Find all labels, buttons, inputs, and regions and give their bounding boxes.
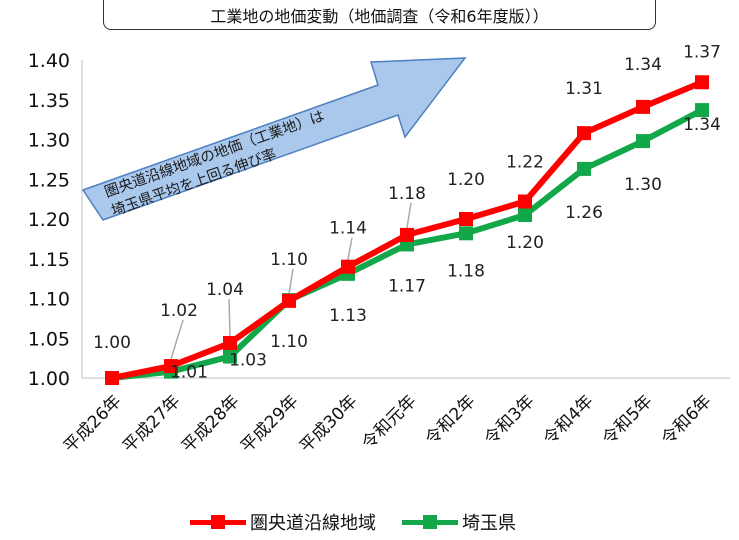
y-tick-label: 1.05 — [28, 328, 70, 350]
legend-item-saitama: 埼玉県 — [402, 509, 516, 535]
legend-label-saitama: 埼玉県 — [462, 513, 516, 534]
data-label: 1.17 — [388, 276, 426, 296]
data-label: 1.18 — [388, 184, 426, 204]
data-label: 1.03 — [229, 351, 267, 371]
leader-line — [288, 268, 294, 295]
chart-title: 工業地の地価変動（地価調査（令和6年度版）） — [103, 0, 656, 30]
series-1-point — [695, 103, 709, 118]
series-group — [105, 75, 709, 385]
legend-item-metro: 圏央道沿線地域 — [190, 509, 376, 535]
y-tick-label: 1.15 — [28, 249, 70, 271]
data-label: 1.20 — [447, 170, 485, 190]
data-label: 1.18 — [447, 261, 485, 281]
series-0-point — [636, 99, 650, 114]
data-label: 1.20 — [506, 233, 544, 253]
x-tick-label: 令和5年 — [599, 391, 657, 449]
data-label: 1.10 — [270, 332, 308, 352]
x-tick-label: 令和6年 — [658, 391, 716, 449]
x-tick-label: 平成27年 — [119, 391, 185, 457]
y-tick-label: 1.20 — [28, 209, 70, 231]
callout-line-0: 圏央道沿線地域の地価（工業地）は — [102, 107, 326, 200]
data-label: 1.14 — [329, 219, 367, 239]
leader-lines — [170, 202, 412, 360]
data-label: 1.34 — [683, 115, 721, 135]
series-0-point — [518, 194, 532, 209]
leader-line — [228, 298, 231, 337]
series-0-point — [400, 227, 414, 242]
series-1-point — [636, 134, 650, 149]
leader-line — [406, 202, 412, 229]
legend-label-metro: 圏央道沿線地域 — [250, 513, 376, 534]
leader-line — [170, 319, 184, 360]
data-label: 1.02 — [160, 301, 198, 321]
legend-swatch-saitama — [402, 515, 458, 529]
x-tick-label: 令和元年 — [358, 391, 420, 453]
series-0-point — [282, 293, 296, 308]
data-label: 1.30 — [624, 175, 662, 195]
x-tick-label: 平成28年 — [178, 391, 244, 457]
y-tick-label: 1.25 — [28, 169, 70, 191]
series-0-point — [577, 126, 591, 141]
series-1-point — [459, 226, 473, 241]
series-0-point — [341, 259, 355, 274]
y-tick-label: 1.35 — [28, 90, 70, 112]
y-tick-label: 1.40 — [28, 50, 70, 72]
y-tick-label: 1.30 — [28, 130, 70, 152]
x-tick-label: 令和3年 — [481, 391, 539, 449]
data-label: 1.34 — [624, 55, 662, 75]
legend: 圏央道沿線地域 埼玉県 — [190, 508, 542, 536]
x-tick-label: 平成29年 — [237, 391, 303, 457]
series-0-point — [695, 75, 709, 90]
data-label: 1.13 — [329, 306, 367, 326]
leader-line — [347, 237, 353, 260]
data-label: 1.10 — [270, 250, 308, 270]
data-label: 1.04 — [206, 280, 244, 300]
data-label: 1.22 — [506, 153, 544, 173]
x-tick-label: 平成26年 — [60, 391, 126, 457]
x-tick-label: 令和4年 — [540, 391, 598, 449]
series-0-point — [164, 359, 178, 374]
data-label: 1.26 — [565, 203, 603, 223]
series-1-point — [518, 208, 532, 223]
series-1-point — [577, 161, 591, 176]
series-0-point — [223, 336, 237, 351]
y-tick-label: 1.00 — [28, 368, 70, 390]
y-tick-label: 1.10 — [28, 289, 70, 311]
data-labels: 1.00 1.02 1.04 1.10 1.14 1.18 1.20 1.22 1.31 1.34… — [93, 42, 721, 382]
data-label: 1.00 — [93, 333, 131, 353]
data-label: 1.01 — [170, 363, 208, 383]
series-0-point — [105, 371, 119, 385]
series-0-point — [459, 212, 473, 226]
legend-swatch-metro — [190, 515, 246, 529]
data-label: 1.31 — [565, 79, 603, 99]
x-tick-label: 令和2年 — [422, 391, 480, 449]
callout-arrow-shape — [81, 57, 467, 221]
series-1-point — [223, 349, 237, 364]
x-tick-label: 平成30年 — [296, 391, 362, 457]
data-label: 1.37 — [683, 42, 721, 62]
